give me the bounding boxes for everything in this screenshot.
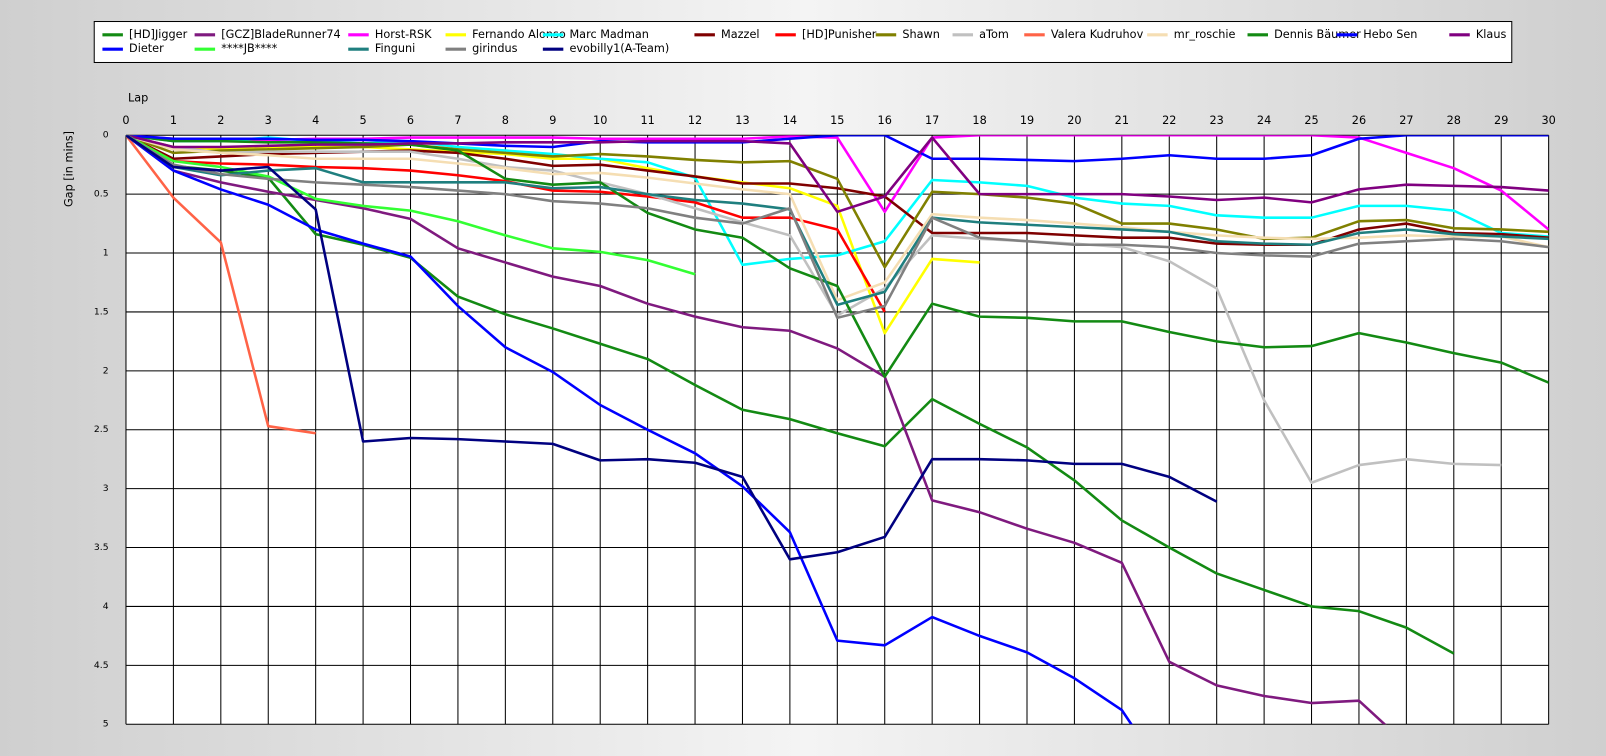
legend-box: [93, 21, 1513, 63]
x-tick-label: 16: [878, 114, 892, 127]
x-tick-label: 0: [122, 114, 129, 127]
y-axis-label: Gap [in mins]: [63, 131, 76, 207]
x-tick-label: 18: [972, 114, 986, 127]
y-tick-label: 1.5: [94, 306, 109, 317]
y-tick-label: 2.5: [94, 424, 109, 435]
legend-label: Fernando Alonso: [472, 28, 566, 41]
x-tick-label: 13: [735, 114, 749, 127]
y-tick-label: 4.5: [94, 660, 109, 671]
x-tick-label: 15: [830, 114, 844, 127]
x-tick-label: 28: [1447, 114, 1461, 127]
legend-label: [GCZ]BladeRunner74: [221, 28, 340, 41]
x-tick-label: 20: [1067, 114, 1081, 127]
legend-label: Finguni: [375, 42, 415, 55]
series-line: [125, 135, 316, 435]
legend-label: Dieter: [129, 42, 164, 55]
y-tick-label: 1: [103, 248, 109, 259]
x-tick-label: 22: [1162, 114, 1176, 127]
legend-label: Valera Kudruhov: [1051, 28, 1144, 41]
series-line: [125, 135, 1218, 561]
x-tick-label: 29: [1494, 114, 1508, 127]
series-line: [125, 135, 1502, 485]
x-tick-label: 4: [312, 114, 319, 127]
x-tick-label: 5: [360, 114, 367, 127]
x-axis-label: Lap: [128, 91, 148, 104]
series-line: [125, 135, 1549, 320]
legend-label: evobilly1(A-Team): [569, 42, 669, 55]
x-tick-label: 2: [217, 114, 224, 127]
series-line: [125, 135, 696, 276]
legend-label: Klaus: [1476, 28, 1507, 41]
series-line: [125, 135, 1549, 307]
legend-label: mr_roschie: [1174, 28, 1236, 41]
y-tick-label: 3.5: [94, 542, 109, 553]
x-tick-label: 3: [265, 114, 272, 127]
x-tick-label: 8: [502, 114, 509, 127]
x-tick-label: 27: [1399, 114, 1413, 127]
legend-label: Dennis Bäumer: [1274, 28, 1361, 41]
plot-lines: [125, 135, 1549, 725]
y-tick-label: 3: [103, 483, 109, 494]
x-tick-label: 6: [407, 114, 414, 127]
legend-label: Marc Madman: [569, 28, 648, 41]
x-tick-label: 19: [1020, 114, 1034, 127]
legend-label: Horst-RSK: [375, 28, 432, 41]
x-tick-label: 9: [549, 114, 556, 127]
series-line: [125, 135, 1549, 163]
x-tick-label: 10: [593, 114, 607, 127]
x-tick-label: 30: [1541, 114, 1555, 127]
x-tick-label: 23: [1210, 114, 1224, 127]
x-tick-label: 21: [1115, 114, 1129, 127]
x-tick-label: 24: [1257, 114, 1271, 127]
y-tick-label: 5: [103, 719, 109, 730]
x-tick-label: 14: [783, 114, 797, 127]
legend-label: girindus: [472, 42, 517, 55]
x-tick-label: 12: [688, 114, 702, 127]
x-tick-label: 17: [925, 114, 939, 127]
legend-label: Mazzel: [721, 28, 759, 41]
series-line: [125, 135, 1387, 725]
series-line: [125, 135, 1133, 725]
legend-label: aTom: [979, 28, 1009, 41]
series-line: [125, 135, 1549, 214]
legend-label: Shawn: [902, 28, 939, 41]
x-tick-label: 1: [170, 114, 177, 127]
series-line: [125, 135, 1549, 302]
series-line: [125, 135, 1455, 655]
y-tick-label: 4: [103, 601, 109, 612]
legend-label: [HD]Punisher: [802, 28, 877, 41]
x-tick-label: 26: [1352, 114, 1366, 127]
legend-label: ****JB****: [221, 42, 277, 55]
legend-label: Hebo Sen: [1363, 28, 1417, 41]
x-tick-label: 7: [454, 114, 461, 127]
y-tick-label: 2: [103, 365, 109, 376]
x-tick-label: 25: [1304, 114, 1318, 127]
x-tick-label: 11: [640, 114, 654, 127]
y-tick-label: 0.5: [94, 189, 109, 200]
legend-label: [HD]Jigger: [129, 28, 188, 41]
y-tick-label: 0: [103, 130, 109, 141]
